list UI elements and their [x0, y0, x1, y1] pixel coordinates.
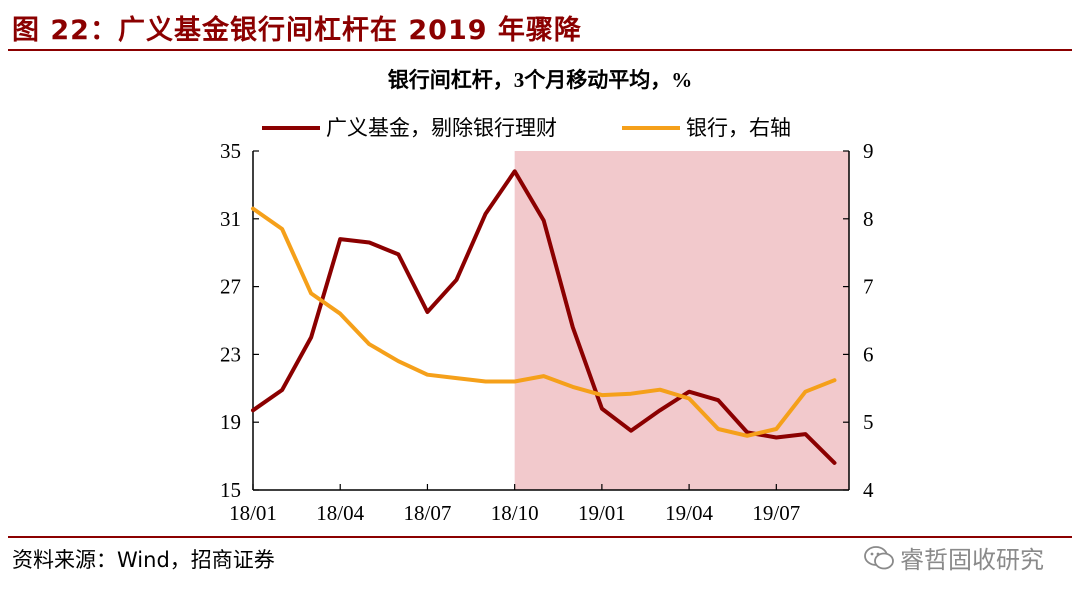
watermark-text: 睿哲固收研究: [900, 546, 1044, 574]
wechat-icon: [864, 545, 894, 569]
watermark: 睿哲固收研究: [864, 540, 1044, 575]
y-right-tick-label: 7: [863, 275, 874, 299]
series-line-1: [251, 169, 837, 465]
y-left-tick-label: 15: [220, 478, 241, 502]
y-right-tick-label: 9: [863, 139, 874, 163]
x-tick-label: 19/04: [665, 501, 713, 525]
y-right-tick-label: 4: [863, 478, 874, 502]
x-tick-label: 18/10: [491, 501, 539, 525]
y-left-tick-label: 19: [220, 410, 241, 434]
source-note: 资料来源：Wind，招商证券: [12, 548, 275, 572]
x-tick-label: 19/07: [752, 501, 800, 525]
y-right-tick-label: 5: [863, 410, 874, 434]
x-tick-label: 18/01: [229, 501, 277, 525]
y-left-tick-label: 23: [220, 342, 241, 366]
chart-title: 银行间杠杆，3个月移动平均，%: [388, 68, 693, 92]
x-tick-label: 18/04: [316, 501, 364, 525]
x-tick-label: 18/07: [404, 501, 452, 525]
legend-label-series-2: 银行，右轴: [686, 116, 791, 140]
title-divider: [8, 49, 1072, 51]
x-tick-label: 19/01: [578, 501, 626, 525]
y-left-tick-label: 31: [220, 207, 241, 231]
y-left-tick-label: 35: [220, 139, 241, 163]
legend: 广义基金，剔除银行理财 银行，右轴: [262, 116, 791, 140]
series-line-2: [251, 206, 837, 438]
y-right-tick-label: 6: [863, 342, 874, 366]
figure-title: 图 22：广义基金银行间杠杆在 2019 年骤降: [12, 15, 582, 46]
shaded-region: [514, 151, 849, 490]
y-left-tick-label: 27: [220, 275, 241, 299]
y-right-tick-label: 8: [863, 207, 874, 231]
legend-label-series-1: 广义基金，剔除银行理财: [326, 116, 557, 140]
footer-divider: [8, 536, 1072, 538]
